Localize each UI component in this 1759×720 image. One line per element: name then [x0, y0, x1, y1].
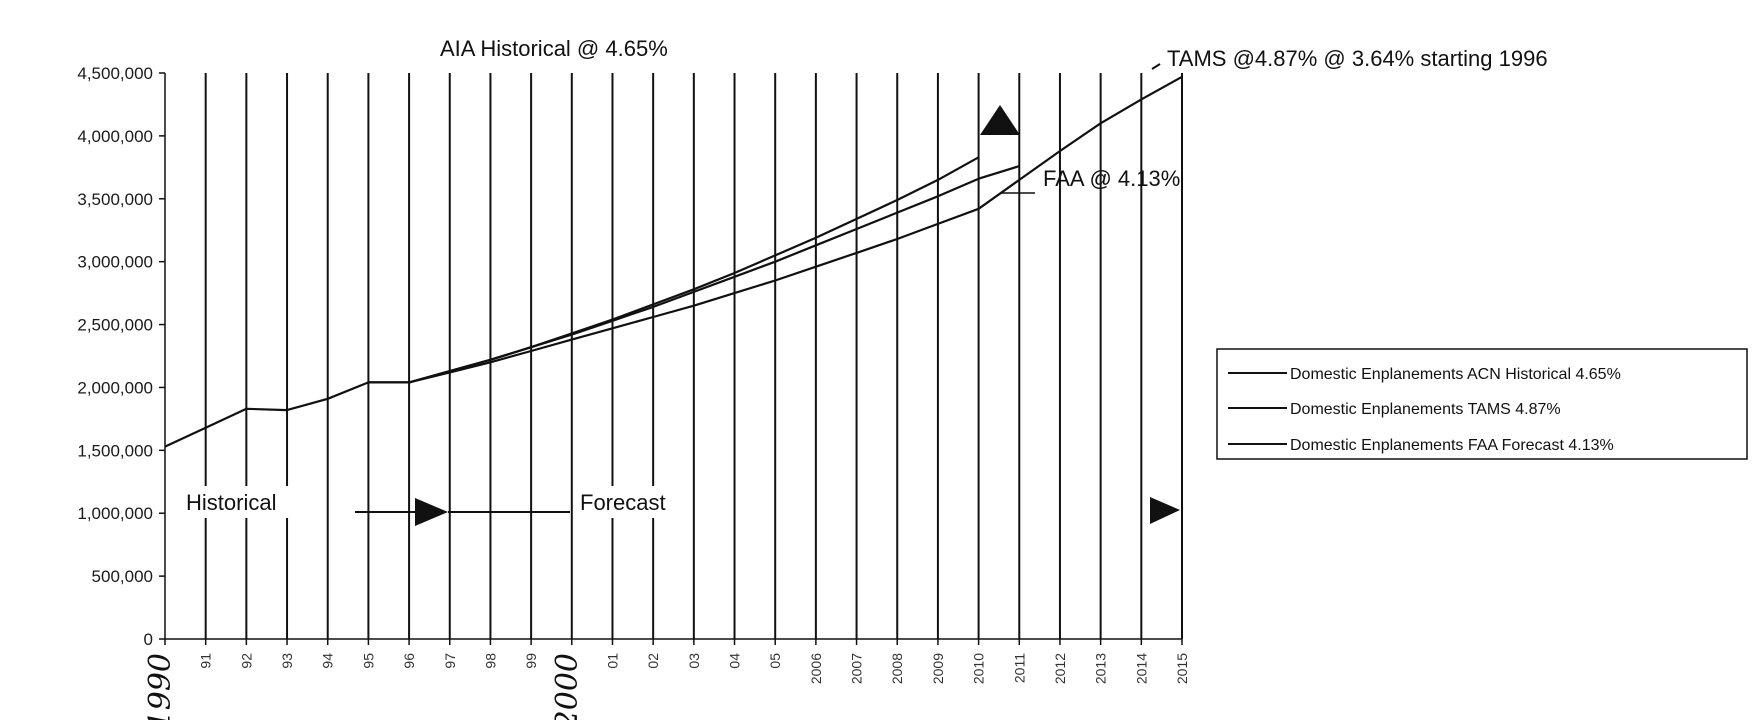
x-tick-label: 92	[238, 653, 254, 669]
y-tick-label: 3,500,000	[77, 190, 153, 209]
legend: Domestic Enplanements ACN Historical 4.6…	[1216, 348, 1748, 460]
x-tick-label: 97	[442, 653, 458, 669]
x-tick-label: 03	[686, 653, 702, 669]
x-tick-label: 2014	[1133, 653, 1149, 684]
x-tick-label: 95	[360, 653, 376, 669]
x-tick-label: 2013	[1093, 653, 1109, 684]
x-tick-label: 04	[727, 653, 743, 669]
x-tick-label: 91	[198, 653, 214, 669]
y-tick-label: 1,500,000	[77, 441, 153, 460]
series-lines	[164, 75, 1183, 448]
x-tick-label: 2008	[889, 653, 905, 684]
x-tick-label: 2011	[1011, 653, 1027, 683]
annotation-historical: Historical	[186, 490, 276, 515]
x-tick-label: 98	[482, 653, 498, 669]
annotation-aia: AIA Historical @ 4.65%	[440, 36, 668, 61]
x-tick-label: 94	[320, 653, 336, 669]
x-tick-label: 2012	[1052, 653, 1068, 684]
y-tick-label: 1,000,000	[77, 504, 153, 523]
y-tick-label: 2,000,000	[77, 378, 153, 397]
x-tick-label: 93	[279, 653, 295, 669]
x-tick-label: 2009	[930, 653, 946, 684]
y-tick-label: 4,000,000	[77, 127, 153, 146]
x-tick-label: 02	[645, 653, 661, 669]
y-tick-label: 0	[144, 630, 153, 649]
x-tick-label: 2010	[971, 653, 987, 684]
y-tick-label: 4,500,000	[77, 64, 153, 83]
x-tick-label: 2007	[849, 653, 865, 684]
x-gridlines	[204, 73, 1183, 639]
tams-up-arrow-icon	[980, 105, 1020, 135]
legend-label-faa: Domestic Enplanements FAA Forecast 4.13%	[1290, 437, 1614, 454]
legend-label-acn: Domestic Enplanements ACN Historical 4.6…	[1290, 366, 1621, 383]
y-axis: 0 500,000 1,000,000 1,500,000 2,000,000 2,500…	[77, 64, 166, 649]
x-tick-label: 2006	[808, 653, 824, 684]
legend-label-tams: Domestic Enplanements TAMS 4.87%	[1290, 401, 1561, 418]
x-tick-label: 99	[523, 653, 539, 669]
annotation-faa: FAA @ 4.13%	[1043, 166, 1180, 191]
forecast-end-arrow-icon	[1150, 497, 1180, 524]
historical-forecast-arrow-icon	[415, 498, 448, 526]
x-tick-label: 05	[767, 653, 783, 669]
forecast-label-bg	[578, 486, 690, 518]
y-tick-label: 3,000,000	[77, 253, 153, 272]
annotation-tams: TAMS @4.87% @ 3.64% starting 1996	[1167, 46, 1548, 71]
x-tick-label: 2015	[1174, 653, 1190, 684]
series-line-2	[408, 165, 1020, 384]
x-axis: 1990 91 92 93 94 95 96 97 98 99 2000 01 02 03 04 05 2006…	[143, 638, 1190, 720]
x-tick-label: 2000	[550, 653, 585, 720]
historical-label-bg	[184, 486, 306, 518]
x-tick-label: 96	[401, 653, 417, 669]
annotation-tams-leader	[1151, 63, 1161, 70]
y-tick-label: 500,000	[92, 567, 153, 586]
x-tick-label: 1990	[143, 653, 178, 720]
y-tick-label: 2,500,000	[77, 316, 153, 335]
x-tick-label: 01	[604, 653, 620, 669]
annotation-forecast: Forecast	[580, 490, 666, 515]
series-line-0	[164, 156, 980, 448]
legend-box	[1216, 348, 1748, 460]
series-line-1	[368, 75, 1183, 384]
